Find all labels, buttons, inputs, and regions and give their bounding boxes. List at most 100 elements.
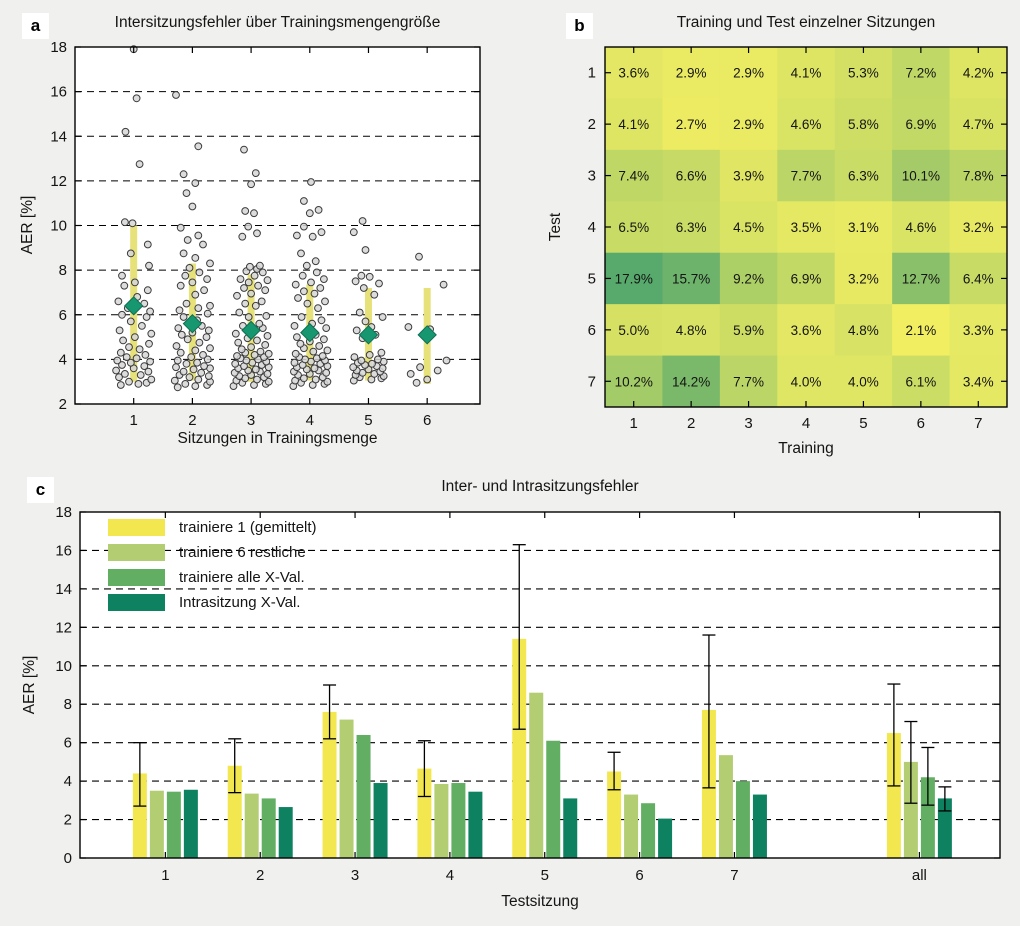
- scatter-point: [172, 91, 180, 99]
- bar: [339, 719, 354, 858]
- heatmap-cell-label: 3.2%: [963, 220, 994, 235]
- heatmap-cell-label: 12.7%: [902, 271, 940, 286]
- heatmap-cell-label: 4.0%: [791, 374, 822, 389]
- scatter-point: [126, 317, 135, 326]
- scatter-point: [122, 353, 131, 362]
- scatter-point: [253, 229, 261, 238]
- panel-b-xlabel: Training: [778, 440, 834, 457]
- scatter-point: [433, 366, 442, 375]
- heatmap-cell-label: 10.1%: [902, 169, 940, 184]
- y-tick-label: 7: [588, 373, 596, 390]
- scatter-point: [247, 289, 256, 298]
- panel-a-xlabel: Sitzungen in Trainingsmenge: [177, 430, 378, 447]
- x-tick-label: 1: [161, 867, 169, 884]
- heatmap-cell: [662, 47, 721, 99]
- scatter-point: [361, 246, 370, 254]
- y-tick-label: 1: [588, 65, 596, 82]
- scatter-point: [143, 286, 152, 295]
- bar: [149, 790, 164, 858]
- heatmap-cell: [719, 304, 778, 357]
- mean-diamond: [417, 325, 437, 345]
- y-tick-label: 18: [55, 504, 72, 521]
- y-tick-label: 14: [55, 581, 72, 598]
- y-tick-label: 4: [64, 773, 72, 790]
- scatter-point: [183, 236, 192, 244]
- scatter-point: [118, 361, 126, 369]
- scatter-point: [349, 363, 358, 372]
- heatmap-cell: [834, 355, 893, 408]
- scatter-point: [365, 351, 374, 359]
- scatter-point: [318, 352, 327, 360]
- scatter-point: [173, 356, 182, 365]
- scatter-point: [355, 308, 364, 317]
- scatter-point: [257, 297, 266, 306]
- scatter-point: [121, 127, 130, 136]
- heatmap-cell-label: 6.5%: [618, 220, 649, 235]
- scatter-point: [140, 362, 149, 371]
- scatter-point: [357, 356, 366, 365]
- scatter-point: [377, 348, 386, 357]
- scatter-point: [298, 271, 307, 280]
- heatmap-cell-label: 6.1%: [905, 374, 936, 389]
- heatmap-cell-label: 6.6%: [676, 169, 707, 184]
- scatter-point: [176, 223, 185, 232]
- scatter-point: [206, 301, 214, 310]
- scatter-point: [118, 310, 126, 319]
- bar: [624, 794, 639, 858]
- heatmap-cell-label: 7.8%: [963, 169, 994, 184]
- scatter-point: [131, 333, 139, 342]
- heatmap-cell-label: 6.9%: [905, 117, 936, 132]
- scatter-point: [240, 145, 248, 154]
- scatter-point: [143, 240, 152, 249]
- bar: [356, 734, 371, 858]
- bar: [166, 791, 181, 858]
- heatmap-cell: [949, 149, 1008, 202]
- panel-c-badge: c: [27, 477, 54, 503]
- scatter-point: [300, 374, 308, 383]
- bar: [886, 733, 901, 858]
- heatmap-cell-label: 3.6%: [618, 66, 649, 81]
- scatter-point: [172, 342, 181, 350]
- heatmap-cell: [834, 98, 893, 151]
- scatter-point: [293, 231, 301, 240]
- y-tick-label: 6: [59, 307, 67, 324]
- x-tick-label: 1: [130, 412, 138, 429]
- heatmap-cell: [777, 304, 836, 357]
- scatter-point: [303, 299, 312, 308]
- y-tick-label: 18: [50, 39, 67, 56]
- heatmap-cell-label: 6.3%: [676, 220, 707, 235]
- bar: [735, 781, 750, 858]
- scatter-point: [317, 316, 326, 325]
- heatmap-cell: [834, 201, 893, 254]
- scatter-point: [173, 383, 182, 392]
- bar: [529, 692, 544, 858]
- scatter-point: [193, 358, 202, 367]
- scatter-point: [200, 286, 209, 295]
- scatter-point: [121, 218, 129, 227]
- scatter-point: [238, 232, 247, 241]
- scatter-point: [311, 257, 320, 266]
- heatmap-cell: [777, 149, 836, 202]
- scatter-point: [204, 326, 213, 335]
- scatter-point: [261, 286, 270, 295]
- scatter-point: [255, 319, 264, 328]
- scatter-point: [203, 309, 212, 318]
- heatmap-cell: [892, 355, 951, 408]
- heatmap-cell: [834, 47, 893, 99]
- scatter-point: [191, 179, 200, 188]
- bar: [244, 793, 259, 858]
- scatter-point: [247, 343, 256, 352]
- scatter-point: [297, 313, 306, 321]
- bar: [903, 761, 918, 858]
- scatter-point: [296, 339, 305, 348]
- heatmap-cell-label: 3.9%: [733, 169, 764, 184]
- scatter-point: [195, 338, 204, 347]
- heatmap-cell-label: 4.6%: [791, 117, 822, 132]
- bar: [227, 765, 242, 858]
- scatter-point: [250, 209, 258, 218]
- scatter-point: [361, 317, 370, 326]
- scatter-point: [195, 268, 204, 277]
- scatter-point: [179, 170, 188, 179]
- heatmap-cell-label: 5.3%: [848, 66, 879, 81]
